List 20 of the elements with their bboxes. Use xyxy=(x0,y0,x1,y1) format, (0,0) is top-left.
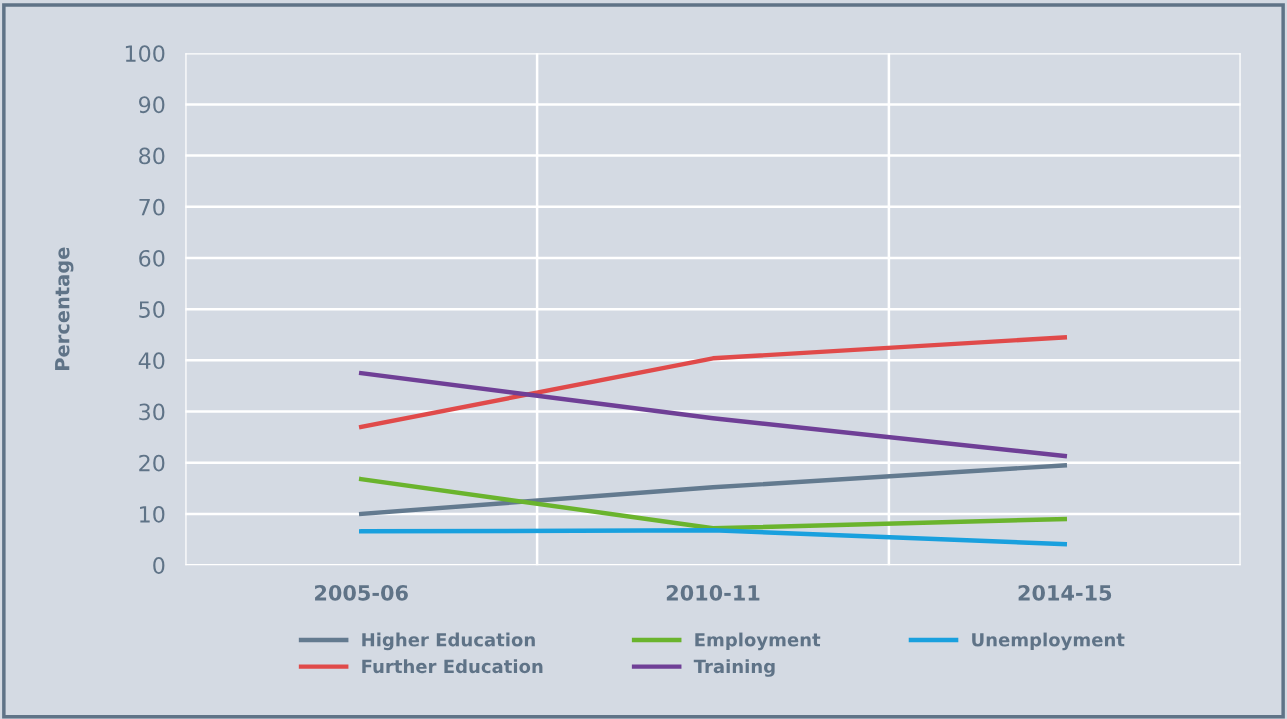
y-tick-label: 10 xyxy=(140,505,165,523)
x-tick-label: 2014-15 xyxy=(1018,584,1112,601)
legend-label: Training xyxy=(693,659,775,677)
y-tick-label: 30 xyxy=(139,403,165,421)
y-tick-label: 0 xyxy=(153,557,165,574)
y-tick-label: 100 xyxy=(125,45,165,62)
legend-label: Employment xyxy=(695,632,821,651)
y-tick-label: 90 xyxy=(139,96,165,114)
x-tick-label: 2010-11 xyxy=(666,584,760,601)
legend-label: Higher Education xyxy=(362,632,535,651)
legend-label: Unemployment xyxy=(972,632,1125,651)
y-tick-label: 80 xyxy=(139,147,165,165)
x-tick-label: 2005-06 xyxy=(315,584,408,601)
y-tick-label: 20 xyxy=(139,454,165,472)
y-tick-label: 70 xyxy=(139,198,165,216)
y-tick-label: 60 xyxy=(139,249,165,267)
legend-label: Further Education xyxy=(362,659,543,674)
y-axis-title: Percentage xyxy=(55,247,74,370)
y-tick-label: 50 xyxy=(139,301,165,318)
y-tick-label: 40 xyxy=(138,352,165,370)
